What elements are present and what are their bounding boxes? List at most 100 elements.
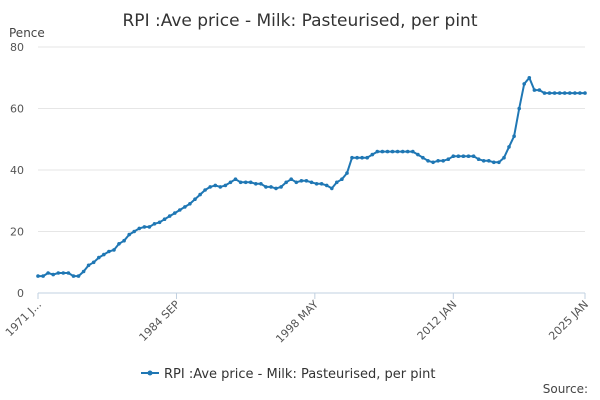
data-point[interactable] bbox=[304, 179, 309, 183]
data-point[interactable] bbox=[71, 274, 76, 278]
data-point[interactable] bbox=[466, 154, 471, 158]
data-point[interactable] bbox=[522, 82, 526, 86]
data-point[interactable] bbox=[213, 183, 218, 188]
data-point[interactable] bbox=[137, 226, 142, 231]
data-point[interactable] bbox=[254, 182, 258, 186]
data-point[interactable] bbox=[537, 88, 542, 92]
data-point[interactable] bbox=[340, 177, 344, 181]
data-point[interactable] bbox=[578, 91, 582, 95]
data-point[interactable] bbox=[547, 91, 552, 95]
data-point[interactable] bbox=[330, 186, 334, 191]
data-point[interactable] bbox=[568, 91, 572, 95]
data-point[interactable] bbox=[132, 229, 136, 234]
data-point[interactable] bbox=[56, 271, 61, 275]
data-point[interactable] bbox=[127, 232, 131, 237]
data-point[interactable] bbox=[157, 220, 162, 225]
data-point[interactable] bbox=[370, 152, 375, 157]
data-point[interactable] bbox=[66, 271, 71, 275]
data-point[interactable] bbox=[162, 217, 167, 221]
data-point[interactable] bbox=[117, 242, 121, 246]
data-point[interactable] bbox=[365, 155, 370, 160]
data-point[interactable] bbox=[476, 157, 481, 161]
data-point[interactable] bbox=[360, 155, 364, 160]
data-point[interactable] bbox=[557, 91, 562, 95]
data-point[interactable] bbox=[552, 91, 557, 95]
data-point[interactable] bbox=[178, 208, 182, 212]
data-point[interactable] bbox=[142, 225, 147, 229]
data-point[interactable] bbox=[122, 238, 126, 243]
data-point[interactable] bbox=[380, 149, 385, 154]
data-point[interactable] bbox=[512, 134, 516, 138]
data-point[interactable] bbox=[542, 91, 547, 95]
data-point[interactable] bbox=[173, 211, 177, 215]
data-point[interactable] bbox=[385, 149, 390, 154]
data-point[interactable] bbox=[451, 154, 456, 158]
data-point[interactable] bbox=[517, 106, 521, 111]
data-point[interactable] bbox=[335, 180, 339, 185]
data-point[interactable] bbox=[375, 149, 380, 154]
data-point[interactable] bbox=[319, 182, 324, 186]
data-point[interactable] bbox=[461, 154, 466, 158]
data-point[interactable] bbox=[289, 177, 294, 181]
data-point[interactable] bbox=[446, 157, 451, 161]
data-point[interactable] bbox=[51, 272, 55, 277]
data-point[interactable] bbox=[395, 149, 400, 154]
data-point[interactable] bbox=[405, 149, 410, 154]
data-point[interactable] bbox=[507, 145, 511, 149]
data-point[interactable] bbox=[436, 159, 440, 163]
data-point[interactable] bbox=[167, 214, 172, 218]
data-point[interactable] bbox=[107, 249, 111, 254]
data-point[interactable] bbox=[97, 255, 101, 260]
data-point[interactable] bbox=[248, 180, 253, 185]
data-point[interactable] bbox=[350, 155, 354, 160]
data-point[interactable] bbox=[492, 160, 496, 165]
data-point[interactable] bbox=[502, 155, 506, 160]
data-point[interactable] bbox=[218, 185, 223, 189]
data-point[interactable] bbox=[36, 274, 40, 278]
data-point[interactable] bbox=[416, 152, 420, 157]
data-point[interactable] bbox=[279, 185, 283, 189]
data-point[interactable] bbox=[355, 155, 359, 160]
data-point[interactable] bbox=[324, 183, 329, 188]
data-point[interactable] bbox=[390, 149, 395, 154]
data-point[interactable] bbox=[309, 180, 314, 185]
data-point[interactable] bbox=[426, 159, 430, 163]
data-point[interactable] bbox=[91, 260, 96, 265]
data-point[interactable] bbox=[41, 274, 45, 278]
data-point[interactable] bbox=[147, 225, 152, 229]
data-point[interactable] bbox=[562, 91, 567, 95]
data-point[interactable] bbox=[481, 159, 486, 163]
data-point[interactable] bbox=[233, 177, 238, 181]
data-point[interactable] bbox=[102, 252, 106, 257]
data-point[interactable] bbox=[456, 154, 461, 158]
data-point[interactable] bbox=[411, 149, 415, 154]
data-point[interactable] bbox=[431, 160, 435, 165]
data-point[interactable] bbox=[238, 180, 243, 185]
data-point[interactable] bbox=[441, 159, 446, 163]
data-point[interactable] bbox=[259, 182, 263, 186]
data-point[interactable] bbox=[421, 155, 425, 160]
data-point[interactable] bbox=[487, 159, 491, 163]
data-point[interactable] bbox=[284, 180, 289, 185]
data-point[interactable] bbox=[400, 149, 405, 154]
data-point[interactable] bbox=[183, 205, 187, 209]
data-point[interactable] bbox=[208, 185, 212, 189]
data-point[interactable] bbox=[76, 274, 81, 278]
data-point[interactable] bbox=[86, 263, 91, 268]
data-point[interactable] bbox=[471, 154, 476, 158]
legend[interactable]: RPI :Ave price - Milk: Pasteurised, per … bbox=[141, 367, 435, 382]
data-point[interactable] bbox=[193, 197, 197, 201]
data-point[interactable] bbox=[112, 248, 116, 252]
data-point[interactable] bbox=[46, 271, 50, 275]
data-point[interactable] bbox=[583, 91, 587, 95]
data-point[interactable] bbox=[243, 180, 248, 185]
data-point[interactable] bbox=[294, 180, 299, 185]
data-point[interactable] bbox=[299, 179, 304, 183]
data-point[interactable] bbox=[345, 171, 349, 175]
data-point[interactable] bbox=[228, 180, 233, 185]
data-point[interactable] bbox=[314, 182, 319, 186]
data-point[interactable] bbox=[573, 91, 577, 95]
data-point[interactable] bbox=[532, 88, 537, 92]
data-point[interactable] bbox=[61, 271, 66, 275]
data-point[interactable] bbox=[81, 269, 86, 274]
